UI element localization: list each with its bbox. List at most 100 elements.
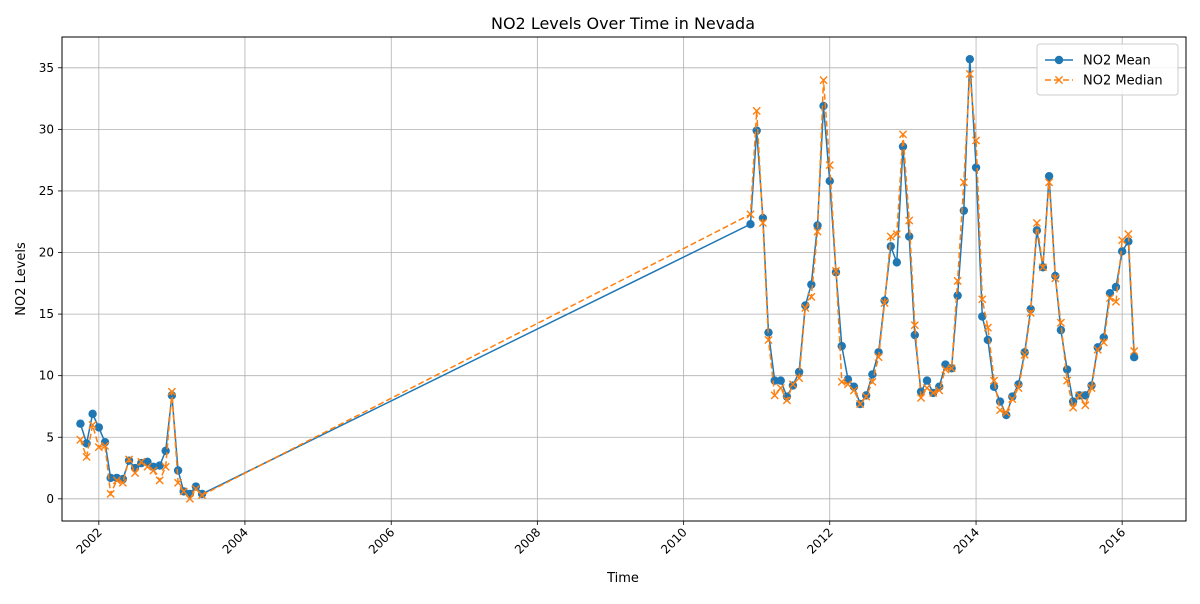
legend-label: NO2 Median [1083,74,1163,89]
data-point [953,276,962,285]
data-point [161,446,170,456]
data-point [978,295,987,304]
data-point [1002,408,1011,417]
data-point [746,219,755,229]
data-point [862,392,871,401]
y-axis-label: NO2 Levels [14,242,29,316]
data-point [831,268,841,277]
series-layer [76,54,1139,503]
data-point [161,462,170,471]
data-point [1087,383,1096,393]
data-point [837,341,846,351]
data-point [965,54,975,64]
data-point [886,242,895,251]
y-tick-label: 20 [39,246,54,260]
data-point [88,420,97,430]
data-point [746,210,755,219]
data-point [770,391,779,400]
data-point [197,489,207,499]
data-point [155,476,164,485]
data-point [94,443,103,452]
data-point [849,386,859,395]
data-point [1002,410,1011,420]
data-point [179,487,188,496]
x-tick-label: 2002 [73,525,104,556]
y-tick-label: 25 [39,184,54,198]
data-point [898,142,908,151]
data-point [1056,318,1066,327]
data-point [1093,343,1102,352]
data-point [149,466,158,475]
y-tick-label: 0 [46,492,54,506]
data-point [922,376,932,385]
data-point [971,136,981,145]
data-point [910,330,920,340]
data-point [94,423,104,432]
data-point [118,478,127,487]
legend-label: NO2 Mean [1083,54,1151,69]
data-point [1093,345,1102,354]
data-point [825,160,834,170]
data-point [764,335,773,345]
data-point [1105,293,1115,303]
series-no2-mean [76,54,1139,499]
data-point [173,478,183,487]
data-point [953,291,962,300]
legend-marker [1054,55,1064,65]
data-point [88,409,97,419]
data-point [983,335,993,345]
data-point [922,383,932,393]
data-point [983,323,992,332]
data-point [941,365,950,374]
data-point [1129,353,1139,362]
data-point [807,292,816,301]
data-point [776,383,785,393]
x-axis-label: Time [606,571,639,586]
data-point [1063,376,1072,385]
data-point [929,388,938,398]
data-point [1124,229,1133,239]
data-point [758,218,767,228]
data-point [1045,178,1054,187]
x-tick-label: 2006 [366,525,397,556]
data-point [100,441,110,450]
legend-marker [1054,75,1064,85]
data-point [1117,247,1127,256]
data-point [831,266,841,276]
data-point [1081,391,1090,400]
data-point [795,374,804,383]
y-tick-label: 5 [46,430,54,444]
data-point [124,455,134,464]
data-point [916,393,926,402]
data-point [143,462,152,471]
data-point [1056,325,1066,335]
legend-box [1036,43,1179,96]
data-point [959,206,969,215]
data-point [782,396,792,405]
data-point [995,406,1005,415]
data-point [898,130,908,139]
y-tick-label: 10 [39,369,54,383]
data-point [752,106,761,115]
data-point [106,489,115,499]
data-point [880,298,889,308]
data-point [752,126,761,135]
data-point [959,178,968,187]
data-point [1051,274,1060,283]
data-point [1075,391,1084,400]
data-point [191,484,200,494]
data-point [112,476,121,485]
data-point [825,176,834,186]
data-point [137,457,146,466]
data-point [819,76,828,85]
data-point [905,232,914,241]
data-point [947,364,956,373]
data-point [167,387,176,396]
data-point [807,280,816,289]
data-point [843,380,853,389]
y-tick-label: 30 [39,122,54,136]
data-point [1081,401,1090,410]
data-point [1008,394,1017,404]
data-point [935,386,944,395]
